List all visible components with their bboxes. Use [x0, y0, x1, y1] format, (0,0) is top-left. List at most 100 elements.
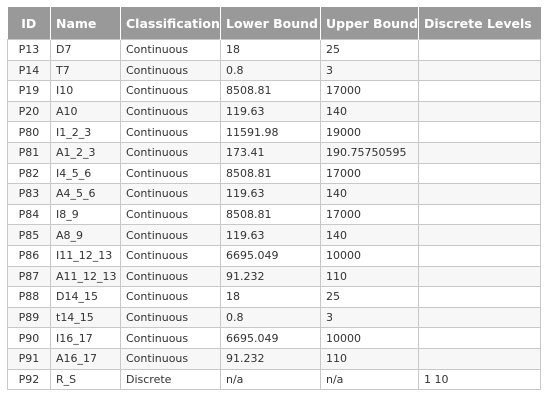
- table-row: P20 A10 Continuous 119.63 140: [7, 100, 541, 123]
- table-row: P91 A16_17 Continuous 91.232 110: [7, 347, 541, 370]
- column-header-classification: Classification: [120, 7, 221, 40]
- cell-classification: Continuous: [120, 80, 221, 102]
- cell-lower-bound: 18: [220, 39, 321, 61]
- cell-discrete-levels: [418, 100, 541, 123]
- cell-discrete-levels: [418, 80, 541, 102]
- cell-name: A8_9: [50, 224, 121, 246]
- cell-lower-bound: 11591.98: [220, 121, 321, 143]
- cell-discrete-levels: [418, 183, 541, 205]
- cell-lower-bound: 8508.81: [220, 80, 321, 102]
- cell-upper-bound: 140: [320, 224, 419, 246]
- cell-name: I4_5_6: [50, 162, 121, 185]
- cell-lower-bound: 119.63: [220, 224, 321, 246]
- cell-upper-bound: 10000: [320, 327, 419, 349]
- cell-classification: Continuous: [120, 39, 221, 61]
- cell-upper-bound: 110: [320, 265, 419, 288]
- cell-lower-bound: 0.8: [220, 59, 321, 82]
- cell-discrete-levels: [418, 286, 541, 308]
- cell-discrete-levels: [418, 244, 541, 267]
- cell-discrete-levels: [418, 265, 541, 288]
- cell-id: P19: [7, 80, 51, 102]
- cell-classification: Continuous: [120, 59, 221, 82]
- column-header-upper-bound: Upper Bound: [320, 7, 419, 40]
- cell-id: P81: [7, 141, 51, 164]
- table-row: P85 A8_9 Continuous 119.63 140: [7, 224, 541, 246]
- cell-classification: Continuous: [120, 121, 221, 143]
- table-row: P81 A1_2_3 Continuous 173.41 190.75750595: [7, 141, 541, 164]
- cell-upper-bound: 25: [320, 286, 419, 308]
- cell-name: I16_17: [50, 327, 121, 349]
- cell-upper-bound: 17000: [320, 203, 419, 226]
- cell-lower-bound: n/a: [220, 368, 321, 391]
- cell-id: P82: [7, 162, 51, 185]
- cell-name: I10: [50, 80, 121, 102]
- table-row: P92 R_S Discrete n/a n/a 1 10: [7, 368, 541, 391]
- cell-lower-bound: 0.8: [220, 306, 321, 329]
- cell-lower-bound: 8508.81: [220, 162, 321, 185]
- table-row: P14 T7 Continuous 0.8 3: [7, 59, 541, 82]
- cell-name: t14_15: [50, 306, 121, 329]
- column-header-name: Name: [50, 7, 121, 40]
- cell-id: P88: [7, 286, 51, 308]
- cell-id: P89: [7, 306, 51, 329]
- cell-id: P85: [7, 224, 51, 246]
- cell-name: A4_5_6: [50, 183, 121, 205]
- table-row: P84 I8_9 Continuous 8508.81 17000: [7, 203, 541, 226]
- cell-discrete-levels: [418, 306, 541, 329]
- cell-id: P83: [7, 183, 51, 205]
- table-row: P80 I1_2_3 Continuous 11591.98 19000: [7, 121, 541, 143]
- cell-upper-bound: 190.75750595: [320, 141, 419, 164]
- cell-id: P91: [7, 347, 51, 370]
- cell-classification: Continuous: [120, 347, 221, 370]
- cell-classification: Continuous: [120, 162, 221, 185]
- cell-classification: Continuous: [120, 265, 221, 288]
- table-row: P86 I11_12_13 Continuous 6695.049 10000: [7, 244, 541, 267]
- cell-classification: Continuous: [120, 244, 221, 267]
- cell-discrete-levels: [418, 39, 541, 61]
- table-row: P82 I4_5_6 Continuous 8508.81 17000: [7, 162, 541, 185]
- cell-upper-bound: 3: [320, 59, 419, 82]
- cell-upper-bound: 3: [320, 306, 419, 329]
- cell-upper-bound: 17000: [320, 162, 419, 185]
- cell-discrete-levels: [418, 162, 541, 185]
- cell-classification: Continuous: [120, 141, 221, 164]
- cell-classification: Continuous: [120, 183, 221, 205]
- cell-upper-bound: 140: [320, 183, 419, 205]
- cell-name: I8_9: [50, 203, 121, 226]
- column-header-discrete-levels: Discrete Levels: [418, 7, 541, 40]
- cell-name: D7: [50, 39, 121, 61]
- table-header-row: ID Name Classification Lower Bound Upper…: [7, 7, 541, 40]
- cell-id: P87: [7, 265, 51, 288]
- column-header-lower-bound: Lower Bound: [220, 7, 321, 40]
- table-row: P88 D14_15 Continuous 18 25: [7, 286, 541, 308]
- cell-lower-bound: 18: [220, 286, 321, 308]
- cell-lower-bound: 91.232: [220, 265, 321, 288]
- cell-classification: Continuous: [120, 224, 221, 246]
- cell-discrete-levels: [418, 327, 541, 349]
- table-row: P90 I16_17 Continuous 6695.049 10000: [7, 327, 541, 349]
- cell-upper-bound: 140: [320, 100, 419, 123]
- cell-classification: Continuous: [120, 100, 221, 123]
- cell-discrete-levels: 1 10: [418, 368, 541, 391]
- cell-name: A10: [50, 100, 121, 123]
- cell-name: A16_17: [50, 347, 121, 370]
- cell-lower-bound: 119.63: [220, 100, 321, 123]
- parameter-table: ID Name Classification Lower Bound Upper…: [7, 7, 541, 391]
- cell-discrete-levels: [418, 224, 541, 246]
- cell-id: P84: [7, 203, 51, 226]
- cell-upper-bound: 25: [320, 39, 419, 61]
- column-header-id: ID: [7, 7, 51, 40]
- cell-name: R_S: [50, 368, 121, 391]
- cell-classification: Continuous: [120, 327, 221, 349]
- cell-id: P90: [7, 327, 51, 349]
- table-row: P13 D7 Continuous 18 25: [7, 39, 541, 61]
- cell-discrete-levels: [418, 203, 541, 226]
- cell-lower-bound: 91.232: [220, 347, 321, 370]
- cell-id: P13: [7, 39, 51, 61]
- cell-name: A11_12_13: [50, 265, 121, 288]
- table-row: P89 t14_15 Continuous 0.8 3: [7, 306, 541, 329]
- cell-id: P86: [7, 244, 51, 267]
- cell-id: P20: [7, 100, 51, 123]
- cell-upper-bound: 19000: [320, 121, 419, 143]
- cell-name: I1_2_3: [50, 121, 121, 143]
